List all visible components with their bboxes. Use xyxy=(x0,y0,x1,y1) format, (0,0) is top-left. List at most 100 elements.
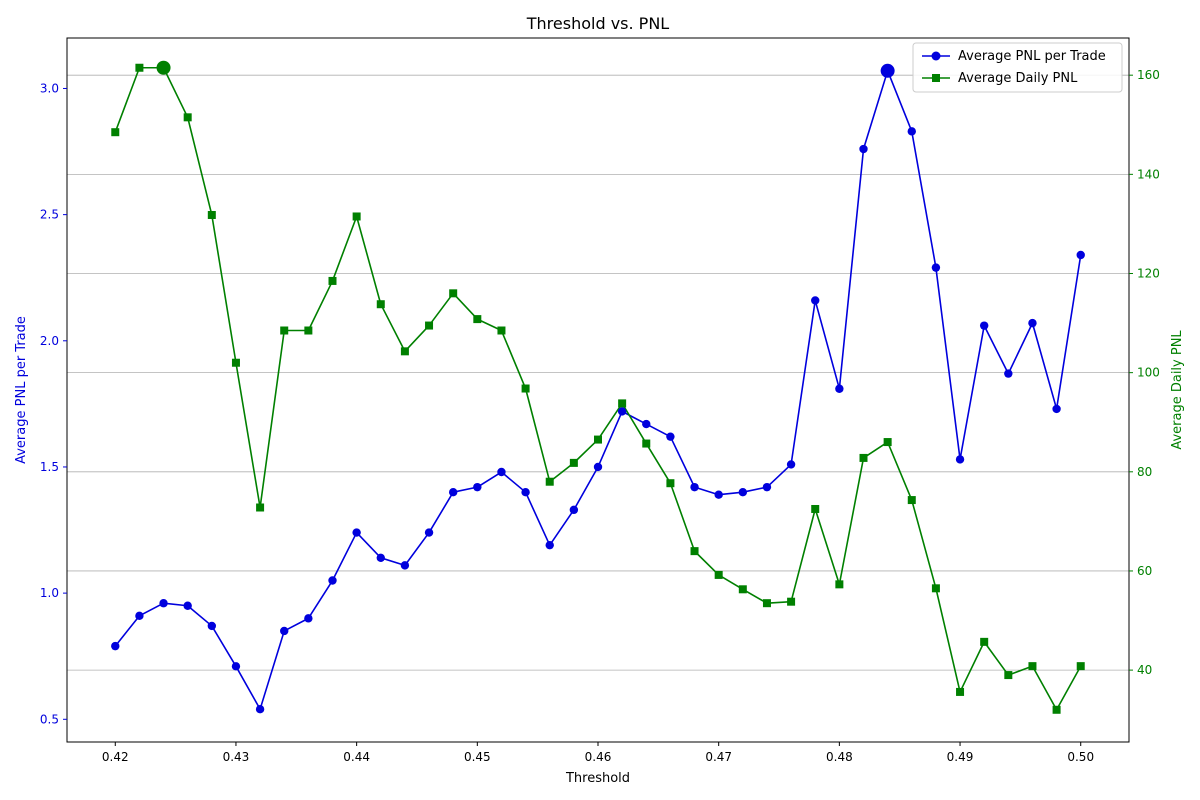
series-point xyxy=(980,637,989,646)
series-point xyxy=(835,580,844,589)
x-tick-label: 0.50 xyxy=(1067,750,1094,764)
series-point xyxy=(231,358,240,367)
series-point xyxy=(328,576,337,585)
grid xyxy=(67,74,1129,671)
x-tick-label: 0.45 xyxy=(464,750,491,764)
series-markers xyxy=(111,60,1085,714)
series-point xyxy=(449,289,458,298)
series-point xyxy=(473,482,482,492)
series-point xyxy=(207,621,217,631)
series-point xyxy=(400,347,409,356)
series-point xyxy=(545,477,554,486)
series-point xyxy=(690,547,699,556)
series-point xyxy=(642,439,651,448)
series-point xyxy=(1052,404,1061,414)
series-point xyxy=(280,626,289,636)
series-point xyxy=(425,321,434,330)
y-axis-right: 40 60 80 100 120 140 160 xyxy=(1129,68,1160,677)
y-right-tick-label: 120 xyxy=(1137,266,1160,280)
series-point xyxy=(738,585,747,594)
x-tick-label: 0.44 xyxy=(343,750,370,764)
series-point xyxy=(304,326,313,335)
series-point xyxy=(859,144,868,154)
series-point xyxy=(448,487,458,497)
y-left-tick-label: 3.0 xyxy=(40,81,59,95)
y-left-axis-title: Average PNL per Trade xyxy=(14,316,29,464)
y-right-tick-label: 80 xyxy=(1137,465,1152,479)
y-right-tick-label: 100 xyxy=(1137,366,1160,380)
series-point xyxy=(786,460,796,469)
x-tick-label: 0.47 xyxy=(705,750,732,764)
series-point xyxy=(979,321,989,330)
y-right-tick-label: 160 xyxy=(1137,68,1160,82)
legend-box xyxy=(912,42,1123,93)
series-point xyxy=(280,326,289,335)
series-point xyxy=(762,599,771,608)
y-left-tick-label: 2.5 xyxy=(40,208,59,222)
series-point xyxy=(617,407,627,416)
series-point xyxy=(811,296,820,305)
series-point xyxy=(811,504,820,513)
x-axis: 0.42 0.43 0.44 0.45 0.46 0.47 0.48 0.49 0.50 xyxy=(102,742,1094,764)
legend-marker-pnl-per-trade xyxy=(931,51,941,61)
series-point xyxy=(1076,662,1085,671)
series-point xyxy=(883,438,892,447)
series-point xyxy=(1004,671,1013,680)
series-point xyxy=(545,540,554,550)
series-point xyxy=(473,315,482,324)
series-point xyxy=(714,490,723,499)
series-point xyxy=(521,487,530,497)
series-point xyxy=(207,210,216,219)
x-tick-label: 0.43 xyxy=(223,750,250,764)
y-right-tick-label: 140 xyxy=(1137,167,1160,181)
chart-title: Threshold vs. PNL xyxy=(526,14,670,33)
series-point xyxy=(618,399,627,408)
x-axis-title: Threshold xyxy=(565,771,630,786)
y-right-tick-label: 40 xyxy=(1137,663,1152,677)
series-point xyxy=(714,570,723,579)
series-point xyxy=(955,455,965,464)
series-point xyxy=(931,584,940,593)
series-point xyxy=(738,487,748,497)
series-point xyxy=(159,599,168,608)
series-point xyxy=(497,326,506,335)
y-axis-left: 0.5 1.0 1.5 2.0 2.5 3.0 xyxy=(40,81,67,726)
legend-label-pnl-per-trade: Average PNL per Trade xyxy=(958,49,1106,64)
series-point xyxy=(666,479,675,488)
series-point xyxy=(352,528,361,537)
series-point xyxy=(594,435,602,444)
series-point xyxy=(111,641,120,651)
series-point xyxy=(328,276,337,285)
series-point xyxy=(1028,318,1037,328)
legend-marker-daily-pnl xyxy=(932,74,940,82)
series-point xyxy=(956,687,965,696)
series-point xyxy=(424,528,434,537)
series-point xyxy=(111,128,120,137)
series-point xyxy=(1076,250,1085,260)
series-point xyxy=(135,63,144,72)
series-point xyxy=(183,113,192,122)
series-point xyxy=(787,597,796,606)
x-tick-label: 0.48 xyxy=(826,750,853,764)
y-right-tick-label: 60 xyxy=(1137,564,1152,578)
series-point-highlight xyxy=(880,63,895,78)
series-point xyxy=(1004,369,1013,378)
series-point xyxy=(135,611,144,621)
series-point xyxy=(907,127,916,136)
y-right-axis-title: Average Daily PNL xyxy=(1170,330,1185,450)
series-point xyxy=(304,614,313,623)
series-point xyxy=(231,662,241,671)
y-left-tick-label: 2.0 xyxy=(40,334,59,348)
series-point xyxy=(762,482,772,492)
series-point xyxy=(256,503,265,512)
series-point xyxy=(690,482,699,492)
series-point xyxy=(642,419,651,429)
legend: Average PNL per Trade Average Daily PNL xyxy=(912,42,1123,93)
series-point xyxy=(400,561,410,570)
y-left-tick-label: 1.0 xyxy=(40,586,59,600)
series-point xyxy=(859,453,868,462)
series-point xyxy=(569,505,579,515)
series-point xyxy=(1028,662,1037,671)
y-left-tick-label: 1.5 xyxy=(40,460,59,474)
